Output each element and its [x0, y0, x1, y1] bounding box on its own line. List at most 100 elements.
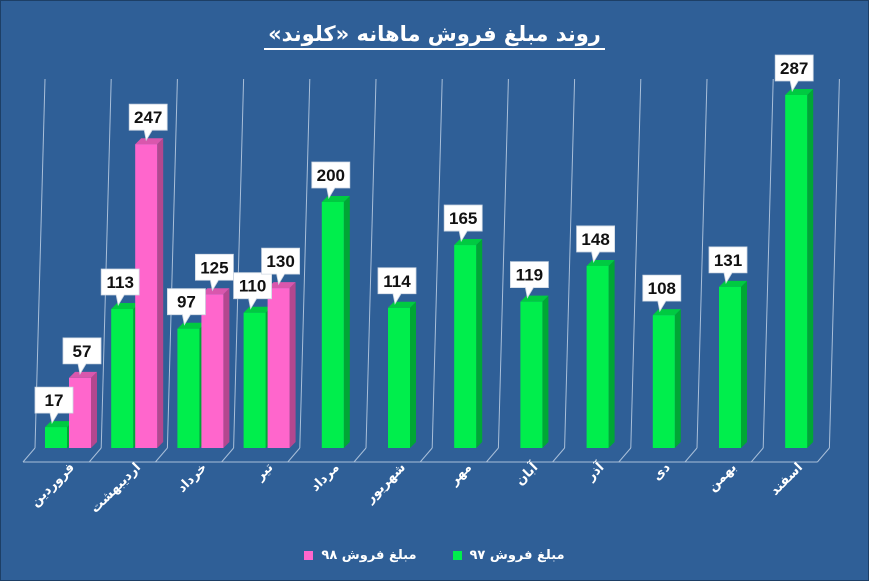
- bar-series-0: [321, 202, 344, 448]
- data-label-box: [377, 267, 417, 305]
- data-label: 108: [648, 279, 676, 298]
- category-label: خرداد: [175, 460, 211, 496]
- bar-side-series-1: [91, 371, 97, 448]
- data-label-box: [261, 247, 300, 286]
- bar-side-series-0: [741, 280, 747, 448]
- category-label: بهمن: [705, 460, 740, 495]
- legend-item-98: مبلغ فروش ۹۸: [304, 548, 417, 563]
- bar-top-series-1: [135, 138, 164, 145]
- bar-series-0: [177, 328, 200, 448]
- data-label: 200: [317, 166, 345, 185]
- bar-series-1: [135, 144, 158, 448]
- data-label-box: [62, 337, 102, 375]
- bar-series-0: [520, 301, 543, 448]
- gridline: [696, 78, 708, 449]
- bar-series-0: [388, 307, 410, 448]
- data-label: 125: [200, 258, 228, 277]
- bar-side-series-0: [343, 196, 350, 448]
- data-label: 110: [239, 277, 266, 296]
- data-label-box: [311, 161, 351, 200]
- data-label-box: [774, 54, 814, 93]
- bar-side-series-0: [608, 259, 615, 448]
- gridline-floor: [353, 447, 367, 463]
- gridline-floor: [419, 447, 433, 463]
- gridline: [828, 78, 840, 449]
- category-label: اردیبهشت: [88, 460, 144, 516]
- category-label: دی: [650, 460, 674, 484]
- data-label: 247: [134, 108, 162, 127]
- bar-top-series-1: [267, 282, 296, 289]
- data-label-box: [443, 204, 483, 243]
- bar-side-series-0: [410, 301, 416, 448]
- data-label: 119: [516, 266, 543, 285]
- bar-series-0: [243, 312, 266, 448]
- gridline-floor: [88, 447, 102, 463]
- category-label: اسفند: [768, 460, 806, 498]
- data-label: 130: [266, 252, 294, 271]
- bar-series-0: [586, 265, 609, 448]
- data-label: 113: [106, 273, 133, 292]
- legend-swatch-98: [304, 551, 314, 560]
- chart-title-text: روند مبلغ فروش ماهانه «کلوند»: [264, 22, 605, 50]
- gridline-floor: [552, 447, 565, 463]
- data-label: 114: [383, 272, 411, 291]
- gridline-floor: [817, 447, 830, 463]
- gridline-floor: [486, 447, 499, 463]
- gridline: [299, 78, 311, 449]
- category-label: شهریور: [362, 460, 409, 507]
- bar-series-0: [785, 94, 808, 449]
- data-label: 165: [449, 209, 477, 228]
- gridline-floor: [750, 447, 764, 463]
- category-label: فروردین: [28, 460, 78, 510]
- legend-label-97: مبلغ فروش ۹۷: [469, 548, 565, 563]
- category-label: تیر: [252, 460, 276, 484]
- bar-top-series-1: [201, 288, 230, 295]
- chart-title: روند مبلغ فروش ماهانه «کلوند»: [0, 22, 869, 50]
- bar-side-series-1: [289, 282, 296, 448]
- bar-series-1: [201, 294, 224, 448]
- bar-side-series-0: [476, 239, 483, 448]
- data-label: 131: [714, 251, 742, 270]
- data-label-box: [128, 103, 168, 142]
- bar-series-0: [45, 427, 67, 448]
- bar-side-series-1: [157, 138, 164, 448]
- bar-side-series-0: [674, 309, 681, 448]
- data-label: 287: [780, 59, 808, 78]
- gridline: [431, 78, 443, 449]
- gridline-floor: [618, 447, 632, 463]
- gridline: [630, 78, 642, 449]
- gridline-floor: [684, 447, 698, 463]
- gridline: [497, 78, 509, 449]
- data-label: 17: [45, 391, 64, 410]
- gridline-floor: [22, 447, 36, 463]
- data-label-box: [34, 386, 74, 425]
- category-label: مرداد: [308, 460, 343, 495]
- legend-label-98: مبلغ فروش ۹۸: [321, 548, 417, 563]
- data-label-box: [708, 246, 748, 284]
- gridline: [34, 78, 46, 449]
- bar-side-series-1: [223, 288, 230, 448]
- data-label-box: [195, 253, 234, 292]
- gridline-floor: [221, 447, 234, 463]
- bar-series-1: [69, 377, 91, 448]
- category-label: آبان: [511, 458, 541, 488]
- gridline: [166, 78, 178, 449]
- data-label-box: [510, 261, 549, 299]
- data-label-box: [100, 268, 140, 307]
- bar-series-0: [111, 309, 134, 448]
- data-label: 57: [73, 342, 92, 361]
- data-label: 148: [581, 230, 609, 249]
- bar-series-0: [652, 315, 675, 448]
- data-label-box: [642, 274, 682, 313]
- bar-series-1: [267, 288, 290, 448]
- gridline: [564, 78, 576, 449]
- legend-item-97: مبلغ فروش ۹۷: [452, 548, 565, 563]
- legend-swatch-97: [452, 551, 462, 560]
- data-label-box: [233, 272, 272, 310]
- bar-top-series-1: [69, 371, 97, 378]
- gridline-floor: [287, 447, 301, 463]
- gridline-floor: [155, 447, 168, 463]
- legend: مبلغ فروش ۹۸ مبلغ فروش ۹۷: [0, 548, 869, 563]
- bar-side-series-0: [807, 88, 814, 449]
- bar-series-0: [719, 286, 741, 448]
